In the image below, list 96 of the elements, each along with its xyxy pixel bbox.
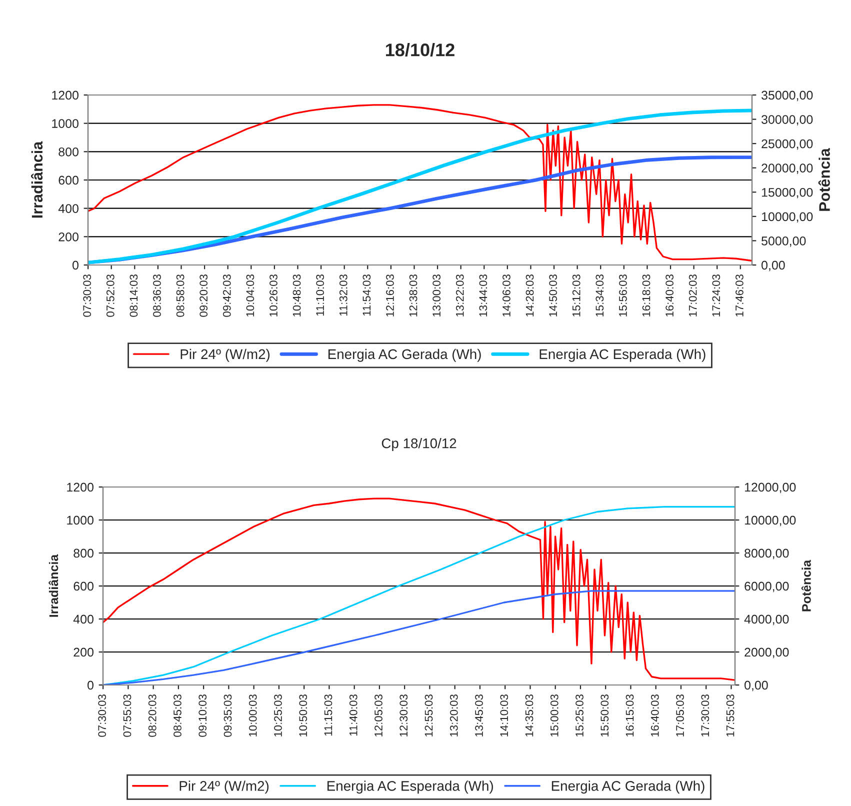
y-tick-label: 1200 — [67, 482, 94, 492]
x-tick-label: 16:18:03 — [642, 274, 650, 316]
x-tick-label: 15:00:03 — [550, 694, 558, 736]
x-tick-label: 10:26:03 — [270, 274, 278, 316]
x-tick-label: 13:22:03 — [456, 274, 464, 316]
y-tick-label: 400 — [73, 614, 94, 624]
x-tick-label: 13:44:03 — [479, 274, 488, 316]
legend-label: Energia AC Gerada (Wh) — [328, 348, 481, 362]
legend-label: Energia AC Esperada (Wh) — [327, 780, 493, 794]
x-tick-label: 09:20:03 — [200, 274, 208, 317]
y2-tick-label: 10000,00 — [762, 212, 813, 223]
x-tick-label: 14:35:03 — [525, 694, 534, 736]
x-tick-label: 13:20:03 — [450, 694, 458, 736]
y-tick-label: 1000 — [67, 516, 94, 525]
x-tick-label: 09:35:03 — [224, 694, 232, 737]
x-tick-label: 08:45:03 — [174, 694, 182, 737]
x-tick-label: 13:00:03 — [432, 274, 441, 316]
x-tick-label: 15:34:03 — [596, 274, 604, 316]
x-tick-label: 12:30:03 — [400, 694, 408, 736]
x-tick-label: 11:32:03 — [339, 274, 348, 316]
y2-axis-title: Potência — [818, 148, 830, 211]
y-tick-label: 200 — [58, 232, 78, 242]
x-tick-label: 15:25:03 — [576, 694, 584, 736]
y-tick-label: 600 — [58, 176, 78, 185]
x-tick-label: 10:04:03 — [246, 274, 254, 316]
x-tick-label: 14:10:03 — [500, 694, 508, 736]
y2-tick-label: 4000,00 — [744, 614, 789, 626]
y2-tick-label: 15000,00 — [762, 188, 813, 198]
x-tick-label: 12:38:03 — [409, 274, 418, 316]
legend-label: Pir 24º (W/m2) — [180, 348, 270, 362]
y-tick-label: 800 — [58, 147, 78, 156]
x-tick-label: 11:54:03 — [362, 274, 371, 316]
x-tick-label: 13:45:03 — [475, 694, 483, 736]
y-tick-label: 1000 — [52, 119, 78, 128]
x-tick-label: 10:48:03 — [292, 274, 301, 316]
y-tick-label: 0 — [72, 260, 78, 270]
chart-title: 18/10/12 — [386, 43, 454, 56]
x-tick-label: 12:16:03 — [386, 274, 394, 316]
y-tick-label: 600 — [74, 582, 94, 591]
y2-tick-label: 20000,00 — [762, 164, 813, 174]
y-axis-title: Irradiância — [31, 141, 43, 218]
x-tick-label: 16:15:03 — [626, 694, 634, 736]
y2-tick-label: 2000,00 — [744, 648, 789, 658]
x-tick-label: 12:55:03 — [424, 694, 433, 736]
x-tick-label: 07:30:03 — [83, 274, 92, 317]
y2-axis-title: Potência — [801, 560, 811, 612]
x-tick-label: 11:40:03 — [349, 694, 358, 736]
x-tick-label: 15:50:03 — [600, 694, 609, 736]
x-tick-label: 07:55:03 — [123, 694, 132, 737]
y-tick-label: 0 — [88, 680, 94, 690]
x-tick-label: 15:12:03 — [572, 274, 580, 316]
x-tick-label: 15:56:03 — [619, 274, 627, 316]
x-tick-label: 16:40:03 — [666, 274, 674, 316]
x-tick-label: 08:20:03 — [148, 694, 156, 737]
x-tick-label: 07:52:03 — [106, 274, 114, 317]
x-tick-label: 09:10:03 — [198, 694, 207, 737]
x-tick-label: 16:40:03 — [650, 694, 659, 736]
y-tick-label: 800 — [74, 548, 94, 558]
y-tick-label: 200 — [74, 648, 94, 657]
y2-tick-label: 0,00 — [762, 260, 785, 272]
y-tick-label: 400 — [58, 204, 78, 213]
x-tick-label: 14:06:03 — [502, 274, 510, 316]
x-tick-label: 17:24:03 — [712, 274, 720, 316]
y-tick-label: 1200 — [52, 90, 78, 100]
x-tick-label: 14:50:03 — [549, 274, 558, 316]
x-tick-label: 10:00:03 — [248, 694, 257, 736]
y-axis-title: Irradiância — [48, 554, 58, 617]
chart-title: Cp 18/10/12 — [382, 438, 456, 451]
x-tick-label: 14:28:03 — [526, 274, 534, 316]
y2-tick-label: 35000,00 — [762, 90, 813, 102]
y2-tick-label: 6000,00 — [744, 582, 789, 592]
y2-tick-label: 30000,00 — [762, 115, 813, 126]
x-tick-label: 07:30:03 — [98, 694, 106, 737]
x-tick-label: 08:58:03 — [176, 274, 184, 317]
legend-label: Energia AC Gerada (Wh) — [552, 780, 704, 794]
y2-tick-label: 0,00 — [744, 680, 768, 692]
x-tick-label: 08:36:03 — [153, 274, 161, 317]
x-tick-label: 17:55:03 — [726, 694, 734, 736]
y2-tick-label: 8000,00 — [744, 548, 789, 560]
x-tick-label: 10:25:03 — [274, 694, 282, 736]
x-tick-label: 11:10:03 — [316, 274, 324, 316]
y2-tick-label: 12000,00 — [744, 482, 796, 494]
x-tick-label: 10:50:03 — [299, 694, 308, 736]
y2-tick-label: 10000,00 — [744, 516, 796, 526]
x-tick-label: 17:30:03 — [701, 694, 710, 736]
x-tick-label: 09:42:03 — [222, 274, 231, 317]
legend-label: Energia AC Esperada (Wh) — [540, 348, 706, 362]
y2-tick-label: 25000,00 — [762, 139, 813, 150]
y2-tick-label: 5000,00 — [762, 236, 806, 247]
x-tick-label: 17:46:03 — [736, 274, 744, 316]
x-tick-label: 17:05:03 — [676, 694, 684, 736]
x-tick-label: 11:15:03 — [324, 694, 332, 736]
x-tick-label: 08:14:03 — [130, 274, 138, 317]
x-tick-label: 12:05:03 — [374, 694, 382, 736]
x-tick-label: 17:02:03 — [688, 274, 697, 316]
legend-label: Pir 24º (W/m2) — [180, 780, 269, 794]
